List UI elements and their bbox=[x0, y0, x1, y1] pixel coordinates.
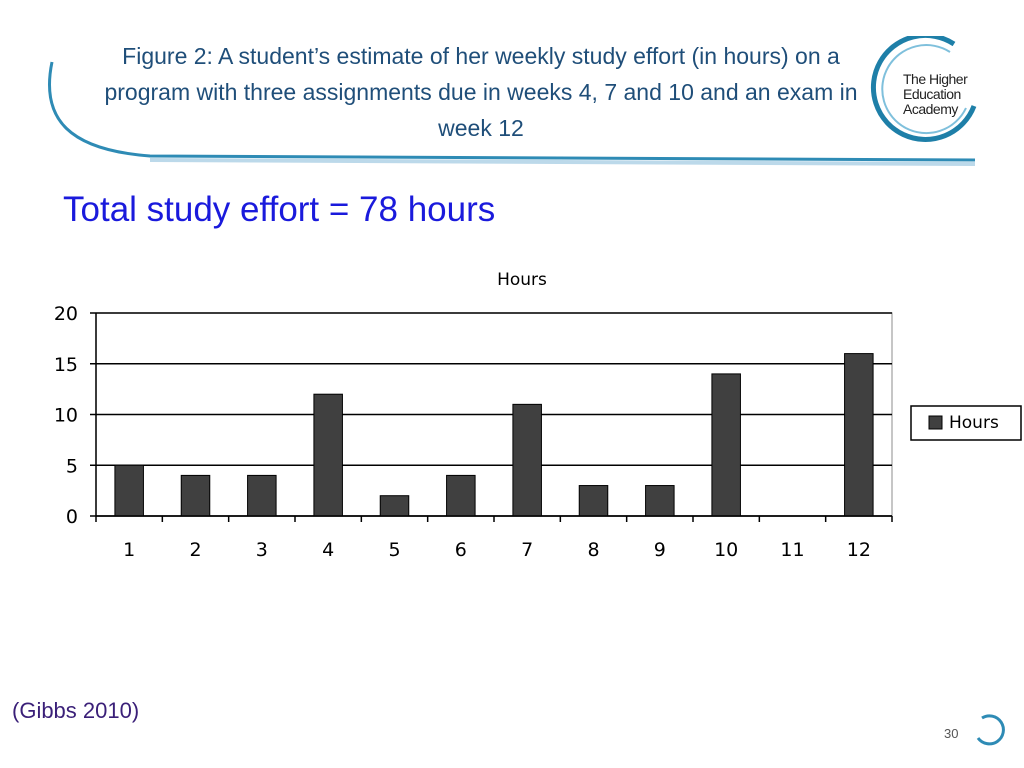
bar-week-8 bbox=[578, 485, 609, 517]
chart-grid bbox=[95, 312, 893, 517]
bar-week-3 bbox=[247, 474, 277, 517]
x-tick-label: 3 bbox=[256, 539, 268, 561]
x-tick-label: 4 bbox=[322, 539, 334, 561]
logo-line-3: Academy bbox=[903, 101, 958, 117]
x-tick-label: 9 bbox=[654, 539, 666, 561]
page-number: 30 bbox=[944, 726, 959, 741]
chart-bars bbox=[114, 353, 874, 517]
bar-week-10 bbox=[711, 373, 741, 517]
logo-line-2: Education bbox=[903, 86, 961, 102]
bar-week-7 bbox=[512, 403, 542, 517]
bar-week-2 bbox=[180, 474, 211, 517]
bar-week-6 bbox=[446, 474, 476, 517]
bar-week-4 bbox=[313, 393, 343, 517]
bar-week-1 bbox=[114, 464, 144, 517]
y-tick-label: 20 bbox=[54, 303, 78, 325]
legend-swatch bbox=[928, 415, 943, 430]
total-study-effort: Total study effort = 78 hours bbox=[63, 190, 496, 229]
corner-swirl-icon bbox=[976, 714, 1005, 746]
y-axis: 0 5 10 15 20 bbox=[54, 303, 97, 528]
bar-week-12 bbox=[844, 353, 874, 517]
y-tick-label: 10 bbox=[54, 405, 78, 427]
x-tick-label: 10 bbox=[714, 539, 738, 561]
x-tick-label: 12 bbox=[847, 539, 871, 561]
bar-week-5 bbox=[379, 495, 410, 517]
chart-legend: Hours bbox=[910, 405, 1022, 441]
x-tick-label: 2 bbox=[189, 539, 201, 561]
citation: (Gibbs 2010) bbox=[12, 698, 140, 723]
logo-line-1: The Higher bbox=[903, 71, 968, 87]
x-tick-label: 5 bbox=[388, 539, 400, 561]
figure-title: Figure 2: A student’s estimate of her we… bbox=[104, 43, 858, 141]
y-tick-label: 5 bbox=[66, 455, 78, 477]
y-tick-label: 15 bbox=[54, 354, 78, 376]
logo-text: The Higher Education Academy bbox=[903, 72, 983, 117]
x-tick-label: 8 bbox=[587, 539, 599, 561]
x-tick-label: 1 bbox=[123, 539, 135, 561]
x-tick-label: 6 bbox=[455, 539, 467, 561]
x-tick-label: 7 bbox=[521, 539, 533, 561]
legend-box bbox=[910, 405, 1022, 441]
higher-education-academy-logo bbox=[870, 36, 977, 142]
x-tick-label: 11 bbox=[780, 539, 804, 561]
y-tick-label: 0 bbox=[66, 506, 78, 528]
x-axis: 1 2 3 4 5 6 7 8 9 10 11 12 bbox=[95, 515, 893, 561]
bar-week-9 bbox=[645, 485, 675, 517]
legend-label: Hours bbox=[949, 413, 999, 433]
chart-title: Hours bbox=[497, 270, 547, 290]
header-swoosh bbox=[47, 61, 976, 166]
